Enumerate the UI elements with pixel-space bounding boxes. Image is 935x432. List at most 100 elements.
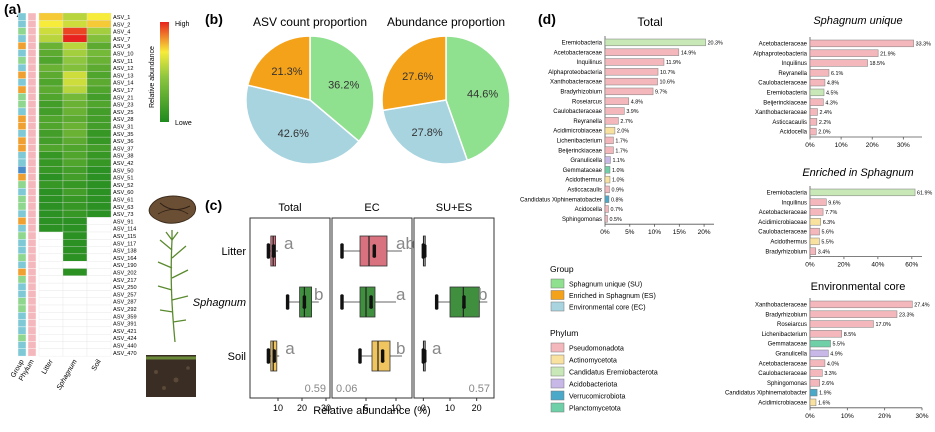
heatmap-phylum-cell — [27, 129, 37, 138]
heatmap-row-label: ASV_25 — [113, 110, 134, 116]
bar-tick-label: 5% — [625, 229, 635, 236]
bar — [809, 300, 913, 309]
heatmap-phylum-cell — [27, 282, 37, 291]
bar-value-label: 14.9% — [681, 50, 696, 56]
heatmap-group-cell — [17, 297, 27, 306]
heatmap-cell — [38, 49, 64, 57]
heatmap-group-cell — [17, 195, 27, 204]
boxplot-row-label: Soil — [228, 351, 246, 363]
bar — [809, 359, 826, 367]
bar-category-label: Acidimicrobiaceae — [758, 220, 807, 226]
bar-tick-label: 20% — [878, 413, 891, 420]
heatmap-cell — [62, 166, 88, 174]
heatmap-cell — [38, 42, 64, 50]
pie-slice — [381, 99, 469, 165]
bar-tick-label: 0% — [805, 142, 815, 149]
boxplot-stat-value: 0.06 — [336, 383, 357, 395]
heatmap-cell — [62, 202, 88, 211]
bar-category-label: Acidocella — [575, 207, 603, 213]
bar — [604, 38, 706, 47]
boxplot-point — [372, 248, 377, 252]
heatmap-cell — [86, 12, 112, 21]
bar-tick-label: 0% — [805, 262, 815, 269]
boxplot-point — [380, 359, 385, 363]
boxplot-frame — [249, 217, 331, 399]
bar-value-label: 1.1% — [612, 158, 624, 164]
bar-value-label: 3.4% — [818, 249, 830, 255]
boxplot-point — [271, 254, 276, 258]
legend-group-label: Sphagnum unique (SU) — [569, 282, 642, 289]
heatmap-group-cell — [17, 63, 27, 72]
bar — [604, 126, 616, 135]
bar-value-label: 4.9% — [830, 352, 842, 358]
heatmap-phylum-cell — [27, 122, 37, 131]
boxplot-point — [358, 358, 362, 362]
heatmap-cell — [38, 122, 64, 130]
legend-phylum-label: Candidatus Eremiobacterota — [569, 370, 658, 377]
heatmap-phylum-cell — [27, 348, 37, 357]
bar-value-label: 6.3% — [823, 220, 835, 226]
heatmap-cell — [86, 166, 112, 174]
heatmap-group-cell — [17, 27, 27, 36]
bar — [604, 48, 680, 56]
heatmap-group-cell — [17, 217, 27, 225]
heatmap-row-label: ASV_35 — [113, 132, 134, 138]
heatmap-row-label: ASV_114 — [113, 227, 136, 233]
heatmap-group-cell — [17, 334, 27, 342]
bar — [604, 107, 625, 115]
heatmap-row-label: ASV_359 — [113, 314, 137, 320]
bar-value-label: 4.8% — [827, 81, 839, 87]
heatmap-group-cell — [17, 312, 27, 320]
legend-phylum-swatch — [550, 366, 565, 377]
boxplot-point — [340, 300, 344, 304]
bar — [604, 146, 614, 154]
bar-tick-label: 10% — [835, 142, 848, 149]
bar-value-label: 6.1% — [831, 71, 843, 77]
heatmap-phylum-cell — [27, 231, 37, 240]
panel-label-c: (c) — [205, 197, 222, 213]
heatmap-phylum-cell — [27, 114, 37, 123]
bar-value-label: 20.3% — [708, 41, 723, 47]
bar — [809, 227, 820, 236]
heatmap-cell — [38, 341, 64, 349]
heatmap-cell — [62, 173, 88, 182]
legend-phylum-swatch — [550, 342, 565, 353]
pie-slice — [381, 35, 447, 112]
heatmap-cell — [86, 209, 112, 218]
bar-tick-label: 40% — [871, 262, 884, 269]
legend-group-swatch — [550, 290, 565, 300]
bar — [809, 388, 818, 397]
heatmap-cell — [86, 180, 112, 189]
heatmap-cell — [38, 202, 64, 211]
heatmap-row-label: ASV_2 — [113, 22, 130, 28]
bar-category-label: Bradyrhizobium — [560, 90, 602, 96]
bar — [604, 68, 659, 76]
pie-slice — [245, 84, 360, 165]
heatmap-group-cell — [17, 56, 27, 65]
bar-category-label: Roseiarcus — [572, 99, 602, 105]
heatmap-row-label: ASV_202 — [113, 271, 137, 277]
heatmap-group-cell — [17, 187, 27, 196]
heatmap-phylum-cell — [27, 275, 37, 284]
bar-tick-label: 0% — [600, 229, 610, 236]
boxplot-significance-letter: ab — [396, 234, 415, 253]
heatmap-phylum-cell — [27, 93, 37, 101]
heatmap-cell — [86, 20, 112, 28]
bar-category-label: Bradyrhizobium — [765, 312, 807, 318]
pie-slice-label: 44.6% — [467, 89, 498, 101]
heatmap-cell — [86, 42, 112, 50]
heatmap-cell — [38, 290, 64, 298]
boxplot-tick-label: 20 — [297, 403, 307, 413]
heatmap-group-cell — [17, 136, 27, 145]
bar-value-label: 0.9% — [611, 188, 623, 194]
bar-category-label: Candidatus Xiphinematobacter — [725, 391, 807, 397]
boxplot-point — [302, 305, 307, 309]
heatmap-phylum-cell — [27, 253, 37, 262]
heatmap-cell — [62, 290, 88, 298]
bar-value-label: 27.4% — [914, 303, 929, 309]
bar-category-label: Beijerinckiaceae — [763, 100, 807, 106]
bar — [809, 78, 826, 87]
heatmap-cell — [62, 122, 88, 130]
heatmap-cell — [38, 312, 64, 320]
heatmap-cell — [86, 71, 112, 79]
